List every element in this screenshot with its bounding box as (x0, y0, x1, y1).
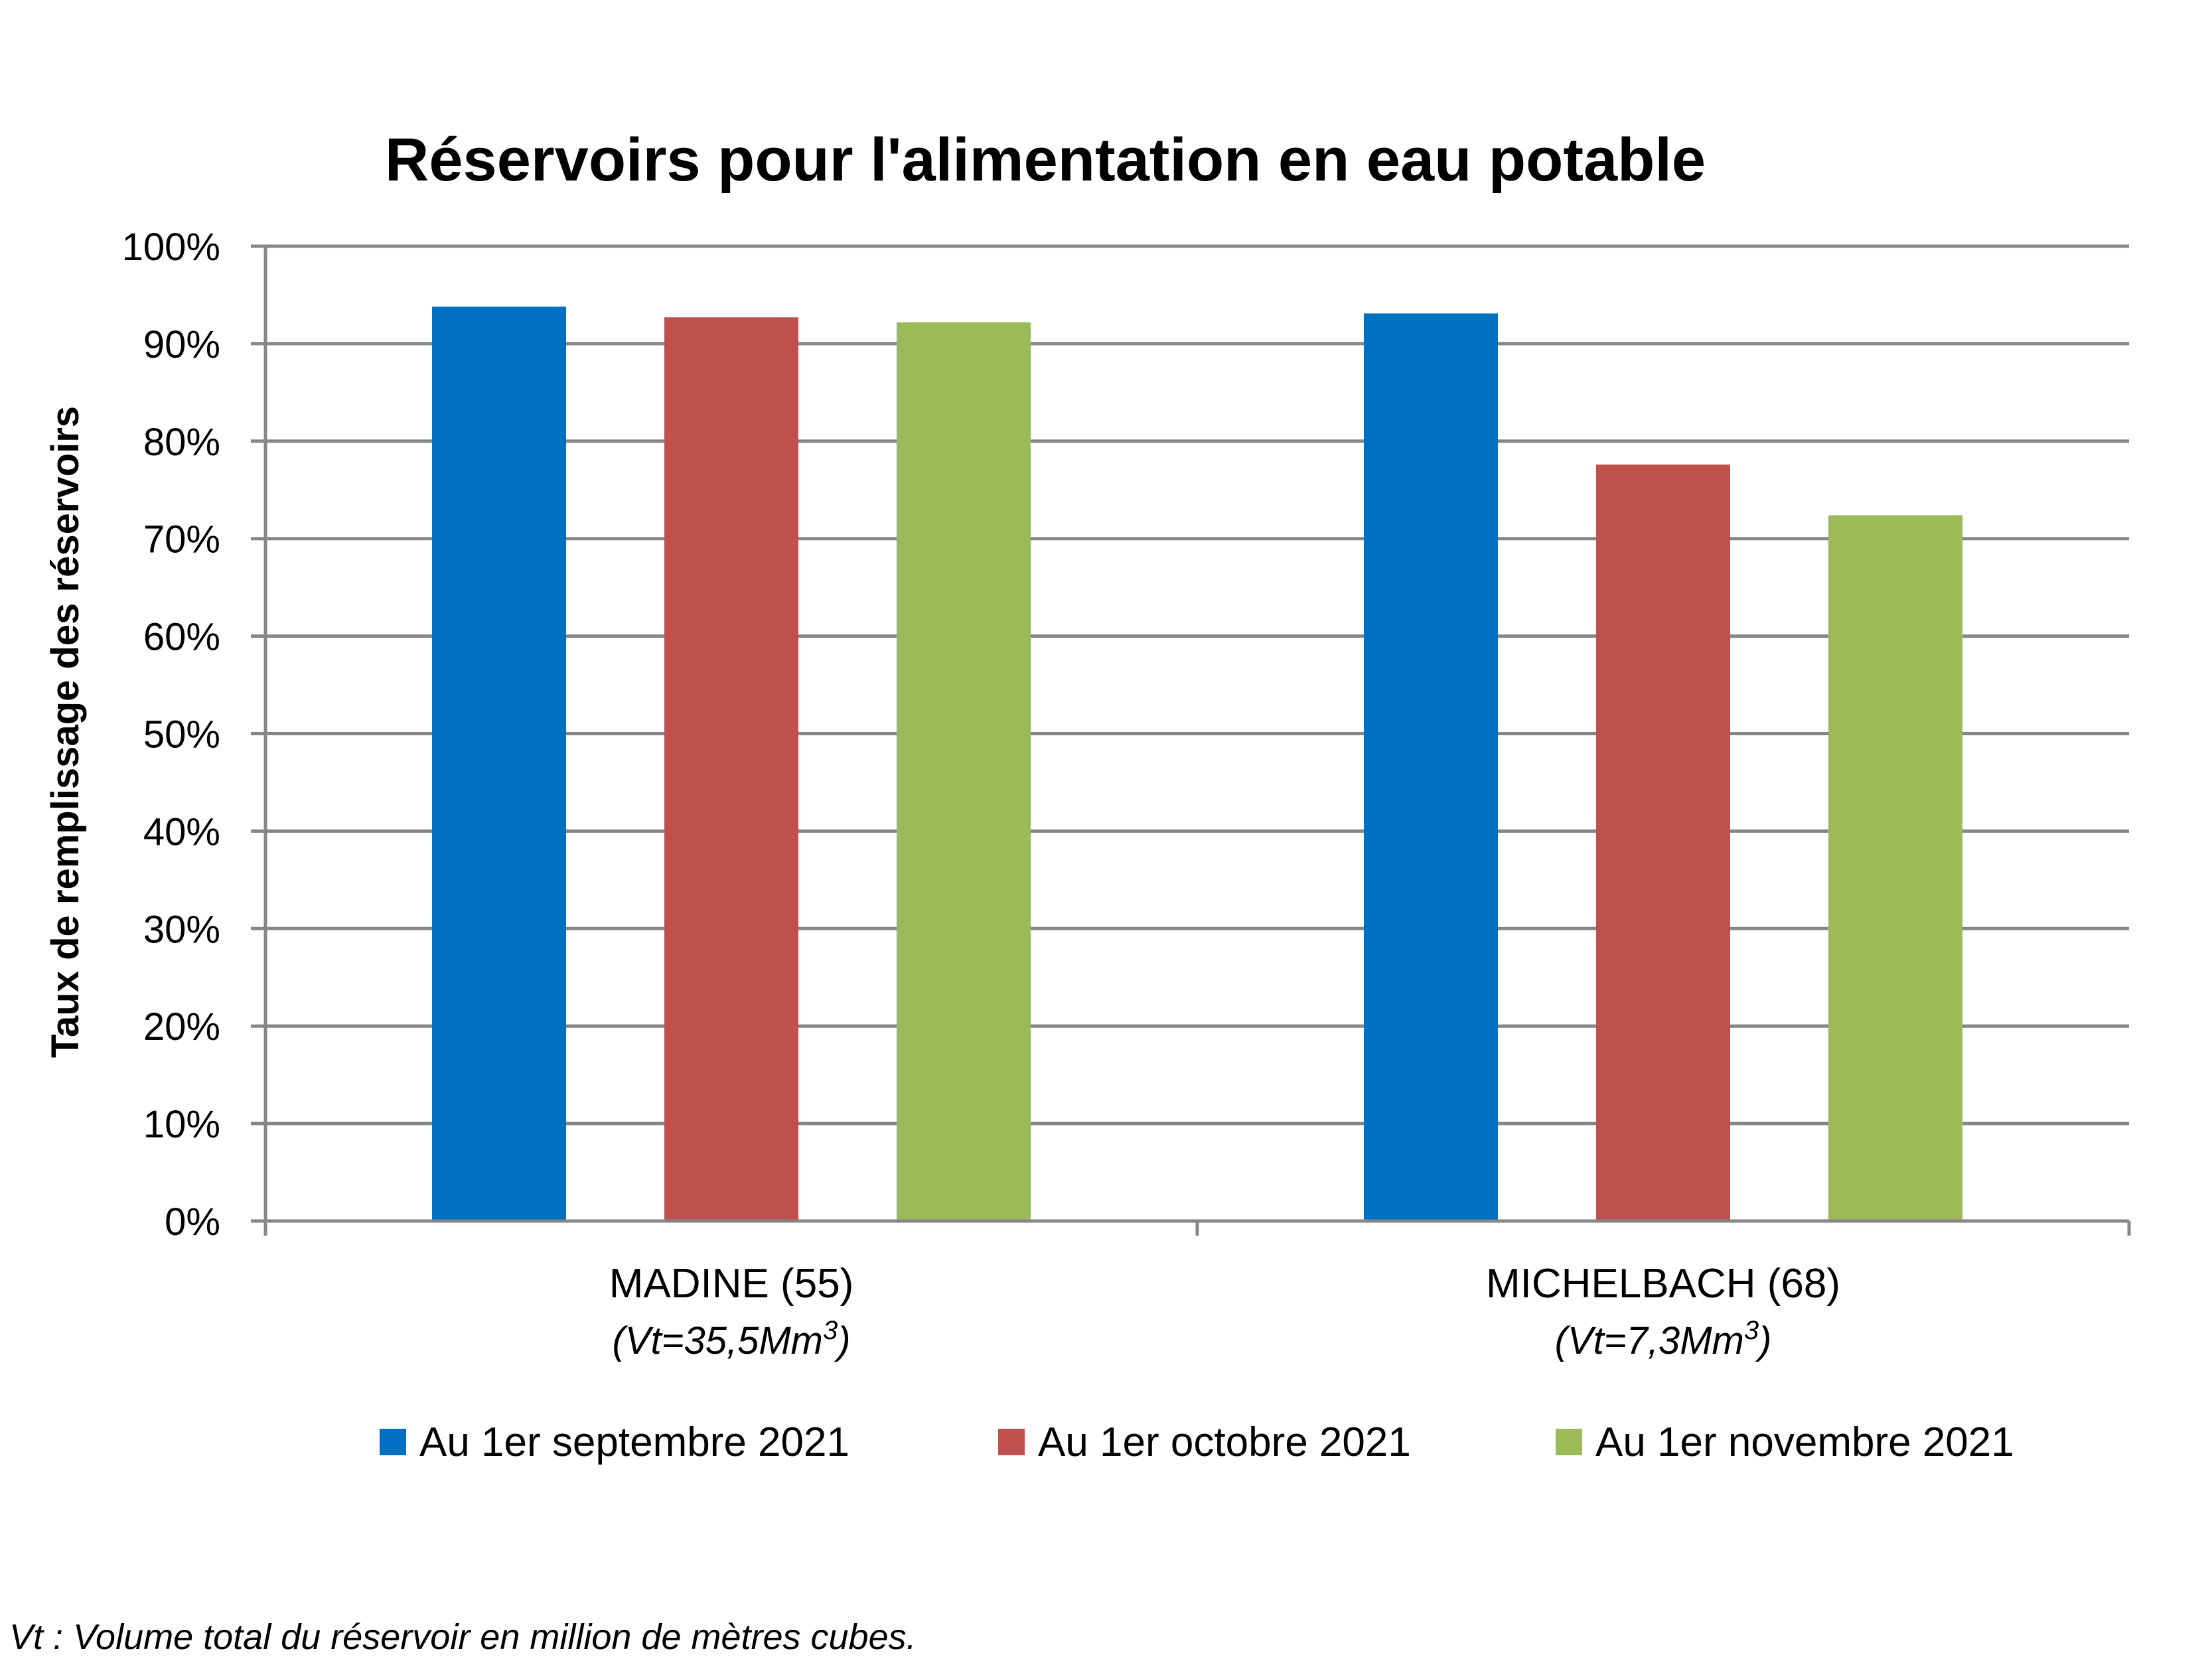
x-category-label: MADINE (55) (609, 1261, 854, 1307)
bar (1596, 465, 1730, 1221)
y-tick-label: 60% (143, 616, 220, 659)
legend-swatch (1556, 1429, 1582, 1455)
bar (1828, 515, 1962, 1221)
y-tick-label: 80% (143, 421, 220, 464)
x-category-note: (Vt=35,5Mm3) (612, 1316, 850, 1362)
bar (432, 307, 566, 1221)
chart-title: Réservoirs pour l'alimentation en eau po… (385, 126, 1706, 194)
y-axis-label: Taux de remplissage des réservoirs (44, 406, 87, 1058)
legend-label: Au 1er novembre 2021 (1595, 1419, 2014, 1465)
y-tick-label: 0% (165, 1200, 220, 1244)
legend: Au 1er septembre 2021 Au 1er octobre 2021… (380, 1419, 2014, 1465)
axes (263, 246, 2131, 1236)
gridlines (265, 244, 2129, 1125)
x-axis-categories: MADINE (55) (Vt=35,5Mm3) MICHELBACH (68) (V… (609, 1261, 1840, 1362)
y-tick-label: 20% (143, 1005, 220, 1048)
y-tick-label: 70% (143, 518, 220, 561)
y-tick-label: 10% (143, 1103, 220, 1146)
legend-label: Au 1er septembre 2021 (419, 1419, 849, 1465)
bar (664, 317, 798, 1221)
bar (897, 322, 1031, 1221)
legend-label: Au 1er octobre 2021 (1038, 1419, 1411, 1465)
legend-swatch (380, 1429, 406, 1455)
footnote: Vt : Volume total du réservoir en millio… (9, 1617, 917, 1657)
y-axis-ticks: 0% 10% 20% 30% 40% 50% 60% 70% 80% 90% 100% (122, 226, 265, 1244)
x-category-note: (Vt=7,3Mm3) (1555, 1316, 1772, 1362)
y-tick-label: 40% (143, 810, 220, 853)
x-category-label: MICHELBACH (68) (1486, 1261, 1840, 1307)
y-tick-label: 50% (143, 713, 220, 757)
y-tick-label: 100% (122, 226, 220, 269)
y-tick-label: 90% (143, 323, 220, 366)
legend-swatch (998, 1429, 1025, 1455)
y-tick-label: 30% (143, 908, 220, 951)
bar (1364, 313, 1498, 1222)
bars (432, 307, 1962, 1222)
